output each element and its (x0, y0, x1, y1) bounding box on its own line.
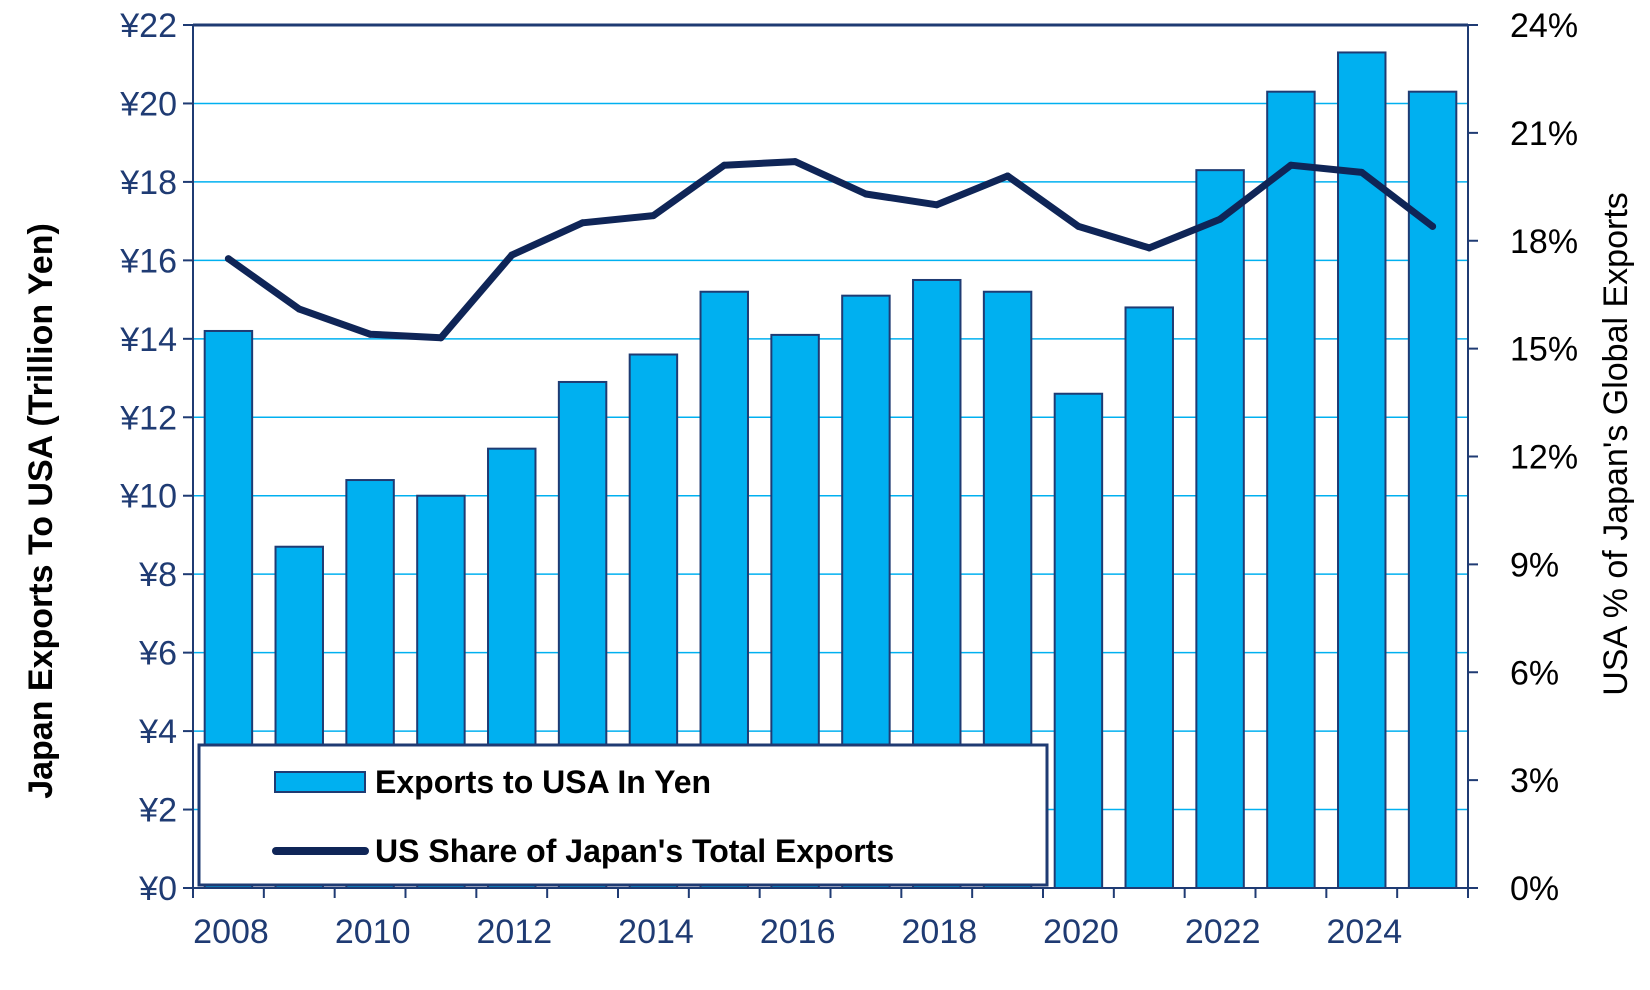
right-tick-label: 3% (1510, 762, 1559, 800)
right-axis-title: USA % of Japan's Global Exports (1597, 192, 1635, 696)
line-point (224, 255, 232, 263)
bar (1195, 169, 1245, 889)
legend-bar-label: Exports to USA In Yen (375, 764, 711, 800)
line-point (508, 251, 516, 259)
legend-bar-swatch (274, 771, 366, 793)
legend: Exports to USA In Yen US Share of Japan'… (197, 743, 1049, 887)
line-point (1429, 222, 1437, 230)
right-tick-label: 9% (1510, 546, 1559, 584)
line-series (224, 158, 1437, 342)
right-tick-label: 6% (1510, 654, 1559, 692)
left-axis-ticks: ¥0 ¥2 ¥4 ¥6 ¥8 ¥10 ¥12 ¥14 ¥16 ¥18 ¥20 ¥22 (119, 7, 193, 908)
right-tick-label: 24% (1510, 7, 1578, 45)
left-tick-label: ¥10 (119, 478, 177, 516)
left-tick-label: ¥16 (119, 242, 177, 280)
x-tick-label: 2012 (477, 913, 553, 951)
x-tick-label: 2016 (760, 913, 836, 951)
line-point (720, 161, 728, 169)
line-point (366, 330, 374, 338)
x-tick-label: 2020 (1043, 913, 1119, 951)
left-tick-label: ¥12 (119, 399, 177, 437)
right-tick-label: 0% (1510, 870, 1559, 908)
line-point (791, 158, 799, 166)
line-point (649, 212, 657, 220)
x-axis-ticks: 2008 2010 2012 2014 2016 2018 2020 2022 2024 (192, 888, 1469, 951)
left-tick-label: ¥2 (138, 792, 177, 830)
x-tick-label: 2010 (335, 913, 411, 951)
bar (1053, 392, 1104, 889)
left-tick-label: ¥22 (119, 7, 177, 45)
line-point (1004, 172, 1012, 180)
bar (1337, 51, 1387, 889)
line-point (933, 201, 941, 209)
right-axis-ticks: 0% 3% 6% 9% 12% 15% 18% 21% 24% (1468, 7, 1578, 908)
line-point (1216, 215, 1224, 223)
right-tick-label: 12% (1510, 439, 1578, 477)
left-tick-label: ¥14 (119, 321, 177, 359)
x-tick-label: 2022 (1185, 913, 1261, 951)
line-point (1074, 222, 1082, 230)
left-tick-label: ¥20 (119, 85, 177, 123)
x-tick-label: 2008 (193, 913, 269, 951)
line-point (862, 190, 870, 198)
left-tick-label: ¥4 (138, 713, 177, 751)
line-point (1358, 168, 1366, 176)
legend-box (197, 743, 1049, 887)
line-point (295, 305, 303, 313)
right-tick-label: 21% (1510, 115, 1578, 153)
line-path (224, 158, 1437, 342)
x-tick-label: 2018 (902, 913, 978, 951)
x-tick-label: 2024 (1327, 913, 1403, 951)
left-tick-label: ¥0 (138, 870, 177, 908)
line-point (1145, 244, 1153, 252)
line-point (1287, 161, 1295, 169)
left-tick-label: ¥8 (138, 556, 177, 594)
left-axis-title: Japan Exports To USA (Trillion Yen) (22, 223, 60, 799)
left-tick-label: ¥6 (138, 635, 177, 673)
bar (1266, 90, 1316, 890)
line-point (579, 219, 587, 227)
x-tick-label: 2014 (618, 913, 694, 951)
right-tick-label: 15% (1510, 331, 1578, 369)
line-point (437, 334, 445, 342)
left-tick-label: ¥18 (119, 164, 177, 202)
legend-line-label: US Share of Japan's Total Exports (375, 833, 894, 869)
bar (1124, 306, 1174, 890)
right-tick-label: 18% (1510, 223, 1578, 261)
